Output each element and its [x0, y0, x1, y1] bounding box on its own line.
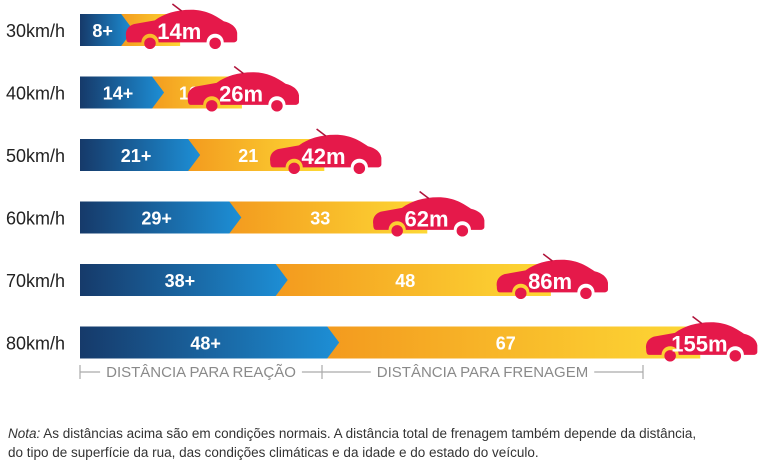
total-distance: 86m — [528, 269, 572, 294]
legend-reaction: DISTÂNCIA PARA REAÇÃO — [106, 364, 296, 381]
car-antenna — [542, 253, 553, 262]
speed-label: 60km/h — [6, 209, 65, 229]
reaction-bar — [80, 201, 242, 234]
total-distance: 62m — [404, 207, 448, 232]
braking-bar — [325, 326, 701, 359]
braking-value: 48 — [395, 271, 415, 291]
car-antenna — [233, 65, 244, 75]
reaction-value: 29+ — [141, 209, 172, 229]
total-distance: 42m — [301, 144, 345, 169]
reaction-value: 14+ — [103, 84, 134, 104]
car-antenna — [692, 315, 703, 325]
reaction-value: 21+ — [121, 146, 152, 166]
chart-row-60km-h: 60km/h 29+ 33 62m — [6, 190, 485, 237]
reaction-bar — [80, 326, 340, 359]
reaction-bar — [80, 264, 288, 296]
chart-row-30km-h: 30km/h8+614m — [6, 3, 238, 49]
footnote-line-1: Nota: As distâncias acima são em condiçõ… — [8, 424, 748, 443]
braking-value: 33 — [310, 209, 330, 229]
reaction-value: 38+ — [165, 271, 196, 291]
reaction-bar — [80, 14, 134, 46]
chart-row-70km-h: 70km/h 38+ 48 86m — [6, 253, 608, 299]
chart-row-50km-h: 50km/h 21+ 21 42m — [6, 128, 382, 174]
reaction-bar — [80, 139, 201, 171]
note-prefix: Nota: — [8, 426, 41, 441]
speed-label: 50km/h — [6, 146, 65, 166]
speed-label: 40km/h — [6, 84, 65, 104]
total-distance: 14m — [157, 19, 201, 44]
reaction-value: 48+ — [190, 334, 221, 354]
reaction-bar — [80, 76, 165, 109]
legend-braking: DISTÂNCIA PARA FRENAGEM — [377, 364, 588, 381]
chart-row-80km-h: 80km/h 48+ 67 155m — [6, 315, 758, 362]
reaction-value: 8+ — [92, 21, 113, 41]
footnote-line-2: do tipo de superfície da rua, das condiç… — [8, 445, 539, 460]
speed-label: 30km/h — [6, 21, 65, 41]
footnote: Nota: As distâncias acima são em condiçõ… — [8, 424, 748, 462]
car-antenna — [316, 128, 327, 137]
chart-row-40km-h: 40km/h14+1226m — [6, 65, 299, 112]
legend-gap — [370, 369, 595, 375]
total-distance: 26m — [219, 82, 263, 107]
note-text-1: As distâncias acima são em condições nor… — [40, 426, 697, 441]
braking-value: 21 — [238, 146, 258, 166]
braking-distance-chart: 30km/h8+614m40km/h14+1226m50km/h21+2142m… — [6, 3, 758, 381]
speed-label: 70km/h — [6, 271, 65, 291]
braking-value: 67 — [496, 334, 516, 354]
legend-gap — [100, 369, 302, 375]
car-antenna — [171, 3, 183, 12]
speed-label: 80km/h — [6, 334, 65, 354]
car-antenna — [419, 190, 430, 200]
total-distance: 155m — [671, 332, 727, 357]
